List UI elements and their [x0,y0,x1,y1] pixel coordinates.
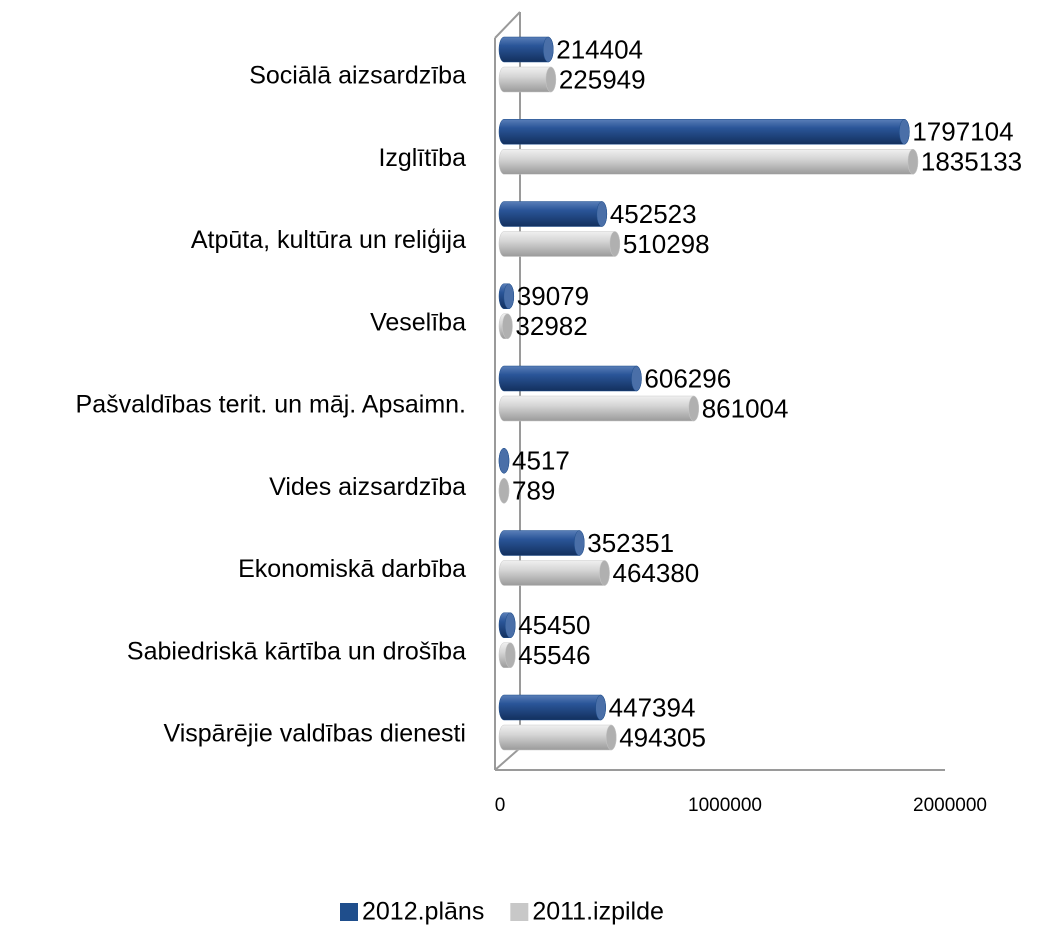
category-label: Ekonomiskā darbība [238,555,466,583]
value-label: 861004 [702,393,789,423]
value-label: 1835133 [921,147,1022,177]
value-label: 494305 [619,722,706,752]
bar [498,231,621,257]
bar-cap [907,149,919,175]
value-label: 214404 [556,34,643,64]
category-label: Vispārējie valdības dienesti [163,720,466,748]
category-label: Veselība [370,308,466,336]
bar [498,149,919,175]
bar-cap [631,365,642,392]
value-label: 606296 [644,363,731,393]
value-label: 352351 [587,528,674,558]
bar-cap [899,119,910,145]
legend-label: 2011.izpilde [532,898,664,926]
value-label: 452523 [610,199,697,229]
value-label: 45546 [518,640,590,670]
value-label: 225949 [559,64,646,94]
bar [498,560,610,586]
value-label: 510298 [623,229,710,259]
bar-cap [498,448,510,474]
value-label: 45450 [518,610,590,640]
category-label: Pašvaldības terit. un māj. Apsaimn. [76,391,466,419]
category-label: Atpūta, kultūra un reliģija [191,226,466,254]
bar-cap [498,478,510,504]
bar-cap [545,66,557,93]
bar-cap [605,724,617,751]
bar-cap [504,612,516,638]
value-label: 32982 [515,311,587,341]
bar-cap [503,283,515,309]
bar [498,365,642,392]
bar-cap [504,642,516,668]
bar [498,724,617,751]
bar [498,530,585,556]
x-tick-label: 1000000 [688,795,762,816]
bar-cap [502,313,513,339]
bar-cap [599,560,610,586]
bar-cap [595,694,606,721]
value-label: 789 [512,476,555,506]
legend-swatch [510,903,529,921]
bar-cap [596,201,608,227]
bar-cap [688,395,699,422]
bar-cap [574,530,585,556]
bar [498,201,608,227]
category-label: Sociālā aizsardzība [249,62,466,90]
bar [498,119,910,145]
value-label: 4517 [512,446,570,476]
bar-cap [542,36,554,63]
value-label: 1797104 [912,117,1013,147]
bar [498,395,699,422]
x-tick-label: 0 [495,795,506,816]
value-label: 39079 [517,281,589,311]
bar [498,694,606,721]
category-label: Sabiedriskā kārtība un drošība [127,637,466,665]
bar-cap [609,231,621,257]
x-tick-label: 2000000 [913,795,987,816]
category-label: Vides aizsardzība [269,473,466,501]
value-label: 447394 [609,692,696,722]
value-label: 464380 [612,558,699,588]
legend-label: 2012.plāns [362,898,484,926]
category-label: Izglītība [378,144,466,172]
legend-swatch [340,903,358,921]
